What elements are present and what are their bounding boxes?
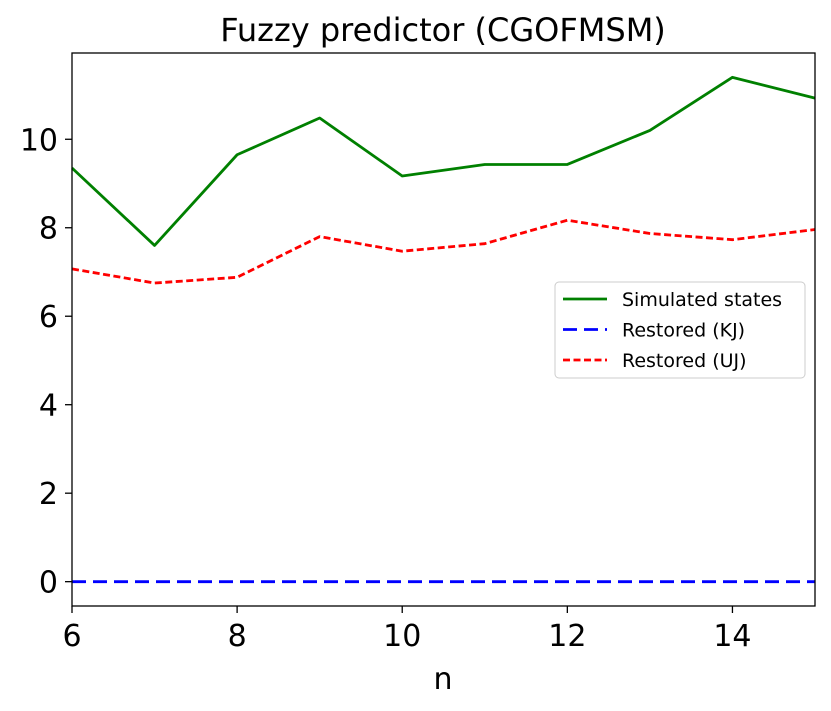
series-line-simulated-states bbox=[71, 75, 816, 247]
y-tick-label: 0 bbox=[39, 566, 58, 601]
series-line-restored-uj bbox=[71, 218, 816, 285]
x-axis-label: n bbox=[433, 662, 452, 697]
plot-frame bbox=[71, 52, 816, 607]
x-tick-label: 10 bbox=[383, 619, 421, 654]
legend: Simulated states Restored (KJ) Restored (U… bbox=[554, 281, 806, 379]
y-tick-label: 4 bbox=[39, 389, 58, 424]
y-tick-label: 6 bbox=[39, 300, 58, 335]
legend-label-restored-kj: Restored (KJ) bbox=[622, 320, 745, 342]
y-tick-label: 2 bbox=[39, 477, 58, 512]
x-tick-label: 12 bbox=[548, 619, 586, 654]
y-axis: 0 2 4 6 8 10 bbox=[20, 123, 72, 601]
y-tick-label: 8 bbox=[39, 212, 58, 247]
x-tick-label: 6 bbox=[62, 619, 81, 654]
legend-label-restored-uj: Restored (UJ) bbox=[622, 350, 747, 372]
legend-box bbox=[554, 281, 806, 379]
x-axis: 6 8 10 12 14 bbox=[62, 606, 752, 654]
plot-area bbox=[71, 75, 816, 584]
chart-title: Fuzzy predictor (CGOFMSM) bbox=[220, 11, 666, 49]
x-tick-label: 14 bbox=[713, 619, 751, 654]
y-tick-label: 10 bbox=[20, 123, 58, 158]
x-tick-label: 8 bbox=[228, 619, 247, 654]
legend-label-simulated-states: Simulated states bbox=[622, 289, 782, 311]
